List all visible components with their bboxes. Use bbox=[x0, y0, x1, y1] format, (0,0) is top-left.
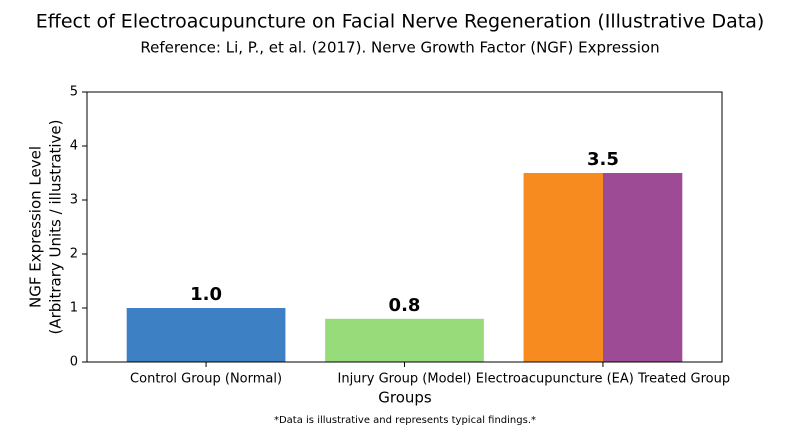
x-tick-label: Control Group (Normal) bbox=[130, 372, 282, 387]
value-label: 1.0 bbox=[190, 284, 222, 305]
bar bbox=[126, 308, 286, 362]
x-axis-label: Groups bbox=[378, 389, 432, 407]
value-label: 0.8 bbox=[389, 295, 421, 316]
y-axis-label: NGF Expression Level bbox=[27, 146, 45, 308]
y-tick-label: 5 bbox=[70, 85, 78, 100]
footnote: *Data is illustrative and represents typ… bbox=[274, 415, 536, 426]
value-label: 3.5 bbox=[587, 149, 619, 170]
bar bbox=[523, 173, 683, 362]
chart-subtitle: Reference: Li, P., et al. (2017). Nerve … bbox=[140, 39, 659, 57]
y-tick-label: 1 bbox=[70, 301, 78, 316]
bar bbox=[325, 318, 484, 362]
y-tick-label: 4 bbox=[70, 139, 78, 154]
chart-title: Effect of Electroacupuncture on Facial N… bbox=[36, 11, 765, 33]
y-tick-label: 3 bbox=[70, 193, 78, 208]
x-tick-label: Injury Group (Model) bbox=[338, 372, 472, 387]
y-tick-label: 2 bbox=[70, 247, 78, 262]
x-tick-label: Electroacupuncture (EA) Treated Group bbox=[476, 372, 730, 387]
y-tick-label: 0 bbox=[70, 355, 78, 370]
plot-frame bbox=[86, 91, 723, 363]
y-axis-label: (Arbitrary Units / illustrative) bbox=[47, 119, 65, 334]
